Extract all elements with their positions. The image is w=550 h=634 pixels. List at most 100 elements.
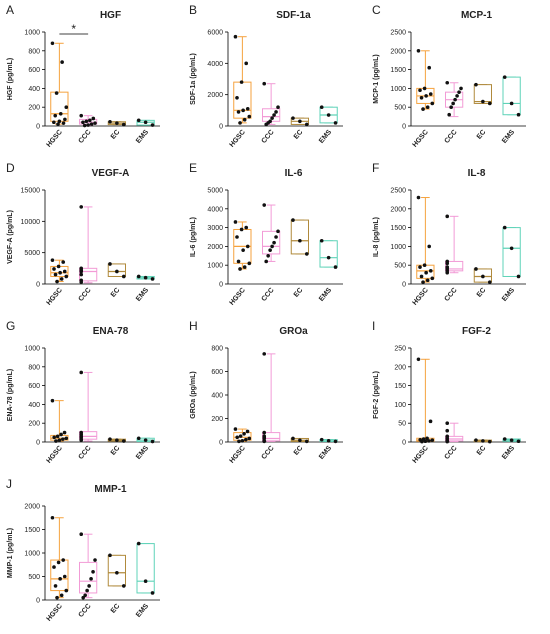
y-tick-label: 15000 [21, 188, 41, 195]
data-point [115, 269, 119, 274]
data-point [274, 235, 278, 239]
x-tick-label: CCC [444, 129, 459, 145]
x-tick-label: EC [293, 287, 305, 299]
data-point [487, 280, 492, 284]
panel-title: IL-6 [285, 168, 303, 179]
data-point [91, 116, 96, 121]
data-point [262, 81, 267, 86]
data-point [54, 439, 58, 443]
data-point [50, 41, 55, 46]
box [319, 240, 338, 268]
x-tick-label: CCC [78, 287, 93, 303]
data-point [235, 96, 239, 100]
y-tick-label: 0 [219, 124, 223, 131]
y-tick-label: 1000 [207, 263, 223, 270]
data-point [268, 248, 272, 252]
x-tick-label: HGSC [229, 287, 247, 307]
data-point [143, 275, 148, 280]
data-point [445, 439, 450, 444]
data-point [445, 270, 450, 275]
data-point [445, 261, 450, 266]
data-point [427, 439, 431, 443]
data-point [262, 352, 267, 356]
data-point [89, 577, 93, 581]
data-point [419, 274, 424, 279]
data-point [457, 90, 461, 94]
data-point [86, 123, 90, 127]
data-point [121, 274, 126, 279]
data-point [430, 438, 435, 442]
data-point [108, 119, 112, 124]
data-point [422, 86, 427, 91]
data-point [502, 225, 507, 230]
data-point [55, 279, 59, 284]
data-point [52, 120, 56, 125]
data-point [121, 439, 126, 443]
data-point [298, 119, 302, 124]
x-tick-label: CCC [261, 129, 276, 145]
panel-letter: F [372, 161, 379, 175]
data-point [82, 123, 87, 128]
data-point [52, 267, 56, 271]
data-point [420, 439, 424, 444]
data-point [61, 437, 65, 441]
data-point [333, 265, 338, 269]
box [502, 227, 521, 277]
data-point [247, 436, 252, 441]
y-tick-label: 400 [211, 393, 223, 400]
data-point [59, 432, 63, 437]
y-axis-label: HGF (pg/mL) [7, 58, 14, 100]
box [233, 81, 252, 119]
panel: E IL-6 IL-6 (pg/mL) 0 1000 2000 3000 4000 5000 HG… [189, 161, 343, 307]
panel-letter: D [6, 161, 15, 175]
y-tick-label: 2500 [390, 30, 406, 37]
data-point [108, 437, 112, 441]
data-point [424, 270, 428, 275]
data-point [474, 438, 478, 442]
data-point [509, 246, 514, 251]
data-point [136, 274, 141, 279]
data-point [242, 431, 246, 436]
data-point [416, 49, 421, 53]
y-tick-label: 100 [394, 402, 406, 409]
data-point [445, 421, 450, 425]
data-point [421, 107, 425, 111]
y-tick-label: 800 [211, 346, 223, 353]
panel: D VEGF-A VEGF-A (pg/mL) 0 5000 10000 15000 HGSC… [6, 161, 160, 307]
data-point [264, 259, 268, 264]
x-tick-label: HGSC [412, 129, 430, 149]
data-point [64, 436, 69, 441]
data-point [416, 357, 421, 362]
box [79, 561, 98, 594]
panel-letter: E [189, 161, 197, 175]
data-point [245, 429, 250, 434]
data-point [270, 244, 274, 249]
y-axis-label: SDF-1a (pg/mL) [190, 53, 197, 105]
data-point [79, 113, 84, 118]
data-point [64, 588, 69, 593]
panel: F IL-8 IL-8 (pg/mL) 0 500 1000 1500 2000 2500 HGS… [372, 161, 526, 307]
x-tick-label: EMS [135, 445, 150, 461]
data-point [445, 214, 450, 219]
data-point [61, 121, 66, 125]
x-tick-label: HGSC [46, 603, 64, 623]
box [79, 431, 98, 440]
y-tick-label: 2500 [390, 188, 406, 195]
x-tick-label: EMS [135, 287, 150, 303]
x-tick-label: EMS [501, 287, 516, 303]
data-point [430, 101, 435, 106]
data-point [235, 235, 239, 239]
x-tick-label: CCC [261, 287, 276, 303]
y-tick-label: 10000 [21, 219, 41, 226]
panel: I FGF-2 FGF-2 (pg/mL) 0 50 100 150 200 250 HGSC CC… [372, 319, 526, 465]
y-tick-label: 50 [398, 421, 406, 428]
x-tick-label: CCC [78, 129, 93, 145]
panel: J MMP-1 MMP-1 (pg/mL) 0 500 1000 1500 2000 HGSC C… [6, 477, 160, 623]
panel: B SDF-1a SDF-1a (pg/mL) 0 2000 4000 6000 HGSC CC… [189, 3, 343, 149]
data-point [52, 435, 56, 440]
data-point [81, 595, 85, 600]
data-point [61, 558, 66, 562]
y-tick-label: 2000 [207, 92, 223, 99]
data-point [245, 106, 250, 111]
